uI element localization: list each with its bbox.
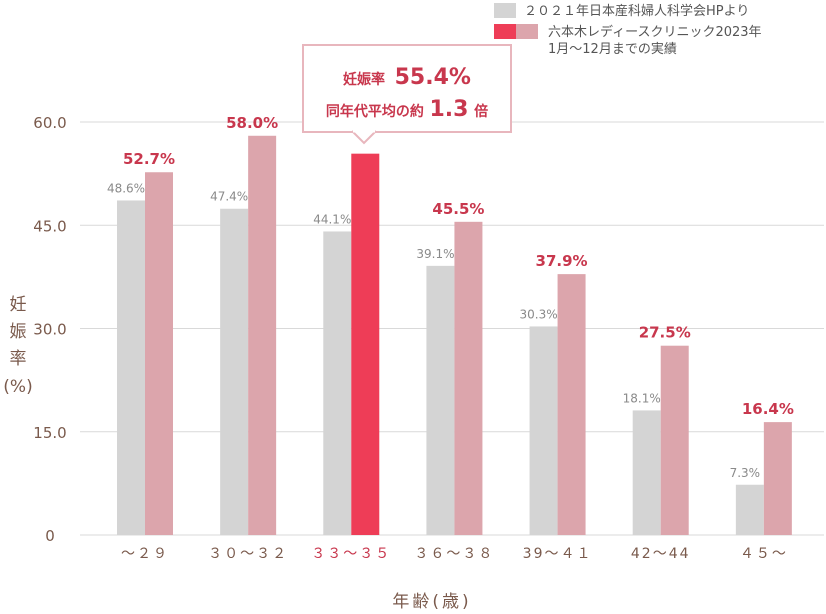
x-axis-categories: ～２９ ３０～３２ ３３～３５ ３６～３８ 39～４１ 42～44 ４５～ xyxy=(121,546,788,562)
x-category-label: ３３～３５ xyxy=(311,546,391,562)
bar-series-a xyxy=(735,484,764,535)
data-label-series-a: 48.6% xyxy=(107,181,145,195)
legend-label-series-b-line1: 六本木レディースクリニック2023年 xyxy=(548,24,762,40)
callout: 妊娠率 55.4% 同年代平均の約 1.3 倍 xyxy=(302,44,512,145)
bar-series-b xyxy=(145,172,173,535)
y-tick-label: 15.0 xyxy=(33,424,66,442)
bar-series-b xyxy=(557,274,586,535)
callout-line1-prefix: 妊娠率 xyxy=(343,71,385,88)
y-axis-title-char-3: 率 xyxy=(10,349,27,369)
bar-labels: 48.6% 52.7% 47.4% 58.0% 44.1% 39.1% 45.5% 30.3%… xyxy=(107,114,794,480)
data-label-series-b: 58.0% xyxy=(226,114,278,132)
callout-line1: 妊娠率 55.4% xyxy=(343,65,471,90)
callout-line2-suffix: 倍 xyxy=(474,103,488,120)
bar-series-a xyxy=(117,200,145,535)
y-axis-title-char-2: 娠 xyxy=(10,322,27,342)
bar-series-a xyxy=(632,410,661,535)
bar-series-a xyxy=(426,265,455,535)
data-label-series-a: 39.1% xyxy=(416,247,454,261)
callout-line1-value: 55.4% xyxy=(395,65,471,90)
data-label-series-b: 27.5% xyxy=(639,324,691,342)
bar-series-b-highlight xyxy=(351,153,380,535)
legend: ２０２１年日本産科婦人科学会HPより 六本木レディースクリニック2023年 1月… xyxy=(494,3,762,57)
legend-swatch-series-a xyxy=(494,3,516,18)
bar-series-b xyxy=(454,221,483,535)
y-tick-label: 45.0 xyxy=(33,217,66,235)
y-tick-label: 30.0 xyxy=(33,321,66,339)
x-category-label: ３６～３８ xyxy=(414,546,494,562)
bar-series-b xyxy=(248,135,277,535)
callout-line2-prefix: 同年代平均の約 xyxy=(326,103,424,120)
data-label-series-b: 37.9% xyxy=(536,252,588,270)
bar-series-a xyxy=(220,208,249,536)
legend-swatch-series-b-highlight xyxy=(494,24,516,39)
data-label-series-a: 47.4% xyxy=(210,190,248,204)
data-label-series-a: 44.1% xyxy=(313,212,351,226)
callout-pointer xyxy=(351,130,377,145)
x-category-label: ３０～３２ xyxy=(208,546,288,562)
x-category-label: ～２９ xyxy=(121,546,169,562)
y-axis-title-char-1: 妊 xyxy=(10,295,27,315)
legend-label-series-b-line2: 1月～12月までの実績 xyxy=(548,41,677,57)
bars xyxy=(117,135,792,536)
x-category-label: 42～44 xyxy=(631,546,691,562)
callout-line2-value: 1.3 xyxy=(430,97,469,122)
legend-label-series-a: ２０２１年日本産科婦人科学会HPより xyxy=(524,3,749,19)
bar-series-a xyxy=(323,231,352,535)
y-tick-label: 60.0 xyxy=(33,114,66,132)
data-label-series-b: 52.7% xyxy=(123,150,175,168)
y-axis-title-unit: (%) xyxy=(3,377,32,397)
bar-series-a xyxy=(529,326,558,535)
bar-series-b xyxy=(763,422,792,535)
data-label-series-a: 18.1% xyxy=(623,391,661,405)
x-category-label: 39～４１ xyxy=(523,546,593,562)
data-label-series-a: 7.3% xyxy=(730,466,761,480)
y-axis-title: 妊 娠 率 (%) xyxy=(3,295,32,397)
data-label-series-a: 30.3% xyxy=(520,307,558,321)
callout-box xyxy=(302,44,512,133)
callout-line2: 同年代平均の約 1.3 倍 xyxy=(326,97,488,122)
x-category-label: ４５～ xyxy=(740,546,788,562)
legend-swatch-series-b xyxy=(516,24,538,39)
bar-series-b xyxy=(660,345,689,535)
x-axis-title: 年齢(歳) xyxy=(392,592,471,612)
data-label-series-b: 45.5% xyxy=(432,200,484,218)
y-tick-label: 0 xyxy=(45,527,55,545)
y-axis-ticks: 0 15.0 30.0 45.0 60.0 xyxy=(33,114,66,545)
data-label-series-b: 16.4% xyxy=(742,400,794,418)
